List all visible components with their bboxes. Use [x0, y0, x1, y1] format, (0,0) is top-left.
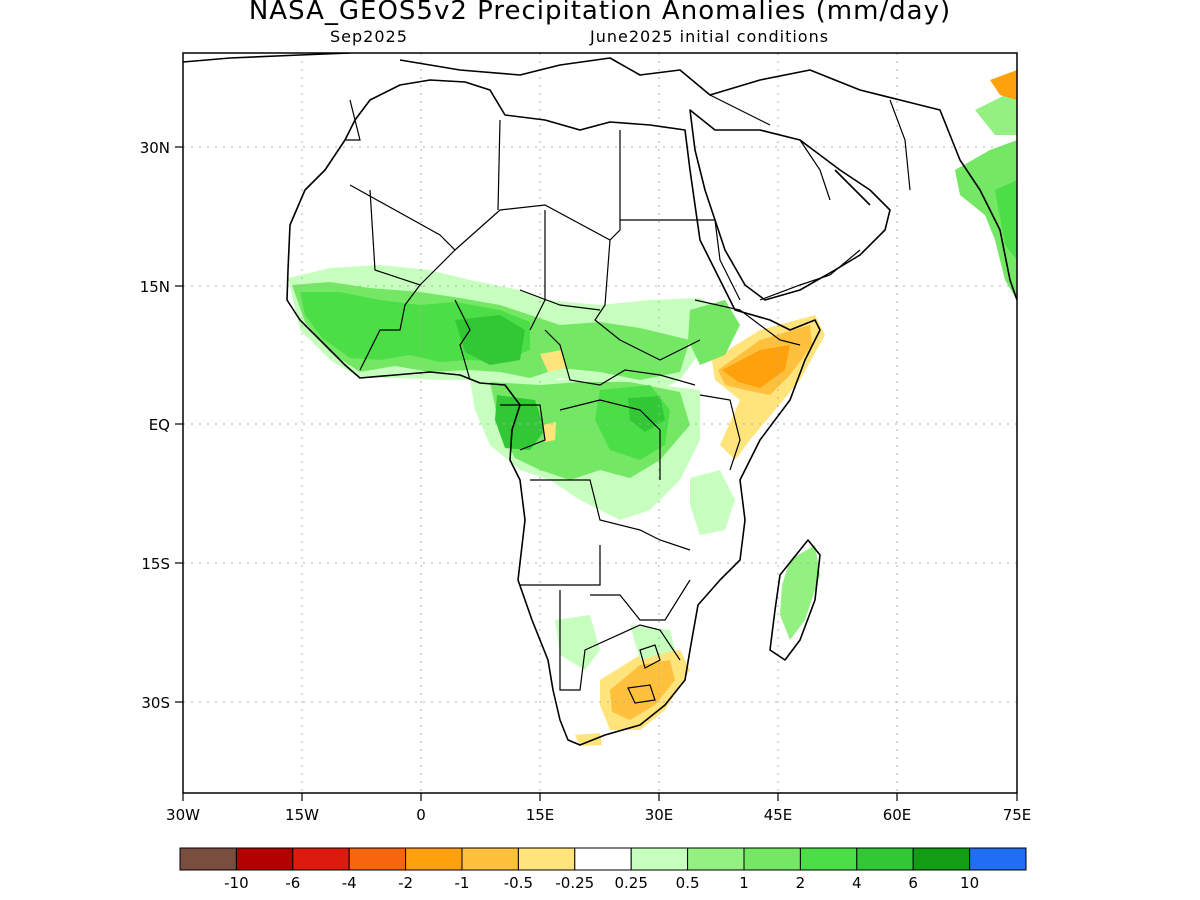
mozambique-wet-light [630, 625, 675, 660]
lon-label: 0 [416, 806, 426, 824]
colorbar-swatch [630, 847, 689, 871]
cape-dry [575, 733, 602, 746]
lat-label: EQ [149, 416, 170, 434]
lon-label: 75E [1003, 806, 1032, 824]
colorbar-swatch [687, 847, 745, 871]
lon-label: 15W [285, 806, 319, 824]
arabia-coastline [689, 109, 891, 301]
lon-label: 60E [883, 806, 912, 824]
south-africa-dry-mid [610, 660, 675, 720]
colorbar-label: 4 [852, 874, 862, 892]
colorbar-swatch [179, 847, 237, 871]
pakistan-wet [975, 95, 1017, 135]
colorbar-label: -0.25 [555, 874, 594, 892]
colorbar-label: -1 [455, 874, 470, 892]
colorbar-swatch [517, 847, 576, 871]
lat-label: 30S [141, 694, 170, 712]
colorbar-labels: -10 -6 -4 -2 -1 -0.5 -0.25 0.25 0.5 1 2 4 6 10 [224, 874, 979, 892]
colorbar-swatch [799, 847, 858, 871]
colorbar-label: -4 [342, 874, 357, 892]
country-borders [345, 94, 911, 704]
colorbar-swatch [405, 847, 463, 871]
map-title: NASA_GEOS5v2 Precipitation Anomalies (mm… [248, 0, 952, 26]
map-frame [182, 52, 1018, 794]
colorbar-swatch [969, 847, 1027, 871]
colorbar-label: 6 [908, 874, 918, 892]
colorbar-swatch [235, 847, 294, 871]
europe-asia-coastline [183, 53, 1017, 301]
colorbar-label: 2 [796, 874, 806, 892]
colorbar-label: 1 [739, 874, 749, 892]
lat-label: 15N [140, 278, 170, 296]
forecast-month: Sep2025 [330, 27, 408, 46]
ethiopia-wet [688, 300, 740, 365]
colorbar-swatch [348, 847, 407, 871]
india-wet [955, 140, 1017, 300]
drc-wet-core [628, 396, 665, 432]
colorbar-label: -2 [398, 874, 413, 892]
colorbar-swatch [292, 847, 350, 871]
colorbar-label: -0.5 [504, 874, 533, 892]
colorbar-label: -10 [224, 874, 249, 892]
east-africa-wet-light [690, 470, 735, 535]
persian-gulf [834, 169, 871, 206]
nigeria-wet [455, 315, 525, 365]
lon-labels: 30W 15W 0 15E 30E 45E 60E 75E [166, 806, 1031, 824]
colorbar-swatch [461, 847, 519, 871]
colorbar-label: -6 [285, 874, 300, 892]
lon-label: 45E [764, 806, 793, 824]
angola-wet-light [555, 615, 600, 670]
lat-labels: 30N 15N EQ 15S 30S [140, 139, 170, 712]
africa-coastline [286, 79, 821, 746]
colorbar-swatch [856, 847, 914, 871]
india-wet-strong [995, 180, 1017, 260]
cameroon-dry-light [540, 350, 566, 372]
colorbar [179, 847, 1027, 871]
anomaly-shading [288, 70, 1017, 746]
colorbar-label: 0.5 [676, 874, 700, 892]
colorbar-swatch [912, 847, 971, 871]
ethiopia-somalia-dry [722, 345, 790, 388]
colorbar-swatch [574, 847, 632, 871]
colorbar-label: 0.25 [614, 874, 647, 892]
madagascar-wet [780, 545, 820, 640]
coastlines [183, 53, 1017, 746]
gabon-wet-strong [495, 395, 545, 450]
madagascar-coastline [769, 539, 821, 661]
lat-label: 15S [141, 555, 170, 573]
lon-label: 30W [166, 806, 200, 824]
lat-label: 30N [140, 139, 170, 157]
lon-label: 30E [645, 806, 674, 824]
colorbar-swatch [743, 847, 801, 871]
axis-ticks [175, 146, 1018, 801]
colorbar-label: 10 [960, 874, 979, 892]
lon-label: 15E [526, 806, 555, 824]
himalaya-dry [990, 70, 1017, 100]
gabon-coast-dry [543, 422, 556, 442]
initial-conditions: June2025 initial conditions [590, 27, 830, 46]
